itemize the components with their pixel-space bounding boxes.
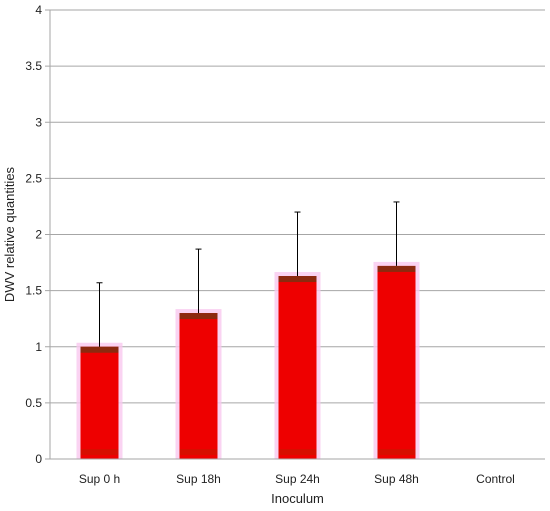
bar-body [278, 276, 317, 459]
bar-body [377, 265, 416, 459]
y-tick-label: 0.5 [25, 396, 42, 410]
y-tick-label: 1.5 [25, 284, 42, 298]
bar-sup-48h [373, 261, 420, 459]
y-axis-title: DWV relative quantities [2, 166, 17, 302]
x-tick-label: Control [476, 472, 515, 486]
y-tick-label: 2.5 [25, 171, 42, 185]
error-bars [96, 201, 400, 347]
y-tick-label: 0 [35, 452, 42, 466]
y-tick-label: 3.5 [25, 59, 42, 73]
bar-top-band [179, 313, 218, 320]
x-tick-labels: Sup 0 h Sup 18h Sup 24h Sup 48h Control [79, 472, 515, 486]
bar-top-band [278, 276, 317, 283]
bar-base-band [80, 449, 119, 455]
x-tick-label: Sup 48h [374, 472, 419, 486]
y-tick-label: 4 [35, 3, 42, 17]
bar-top-band [377, 265, 416, 272]
x-axis-title: Inoculum [271, 491, 324, 506]
bar-sup-24h [274, 272, 321, 459]
y-tick-label: 2 [35, 228, 42, 242]
bar-body [179, 313, 218, 459]
bar-sup-18h [175, 309, 222, 459]
bar-base-band [278, 449, 317, 455]
bar-base-band [179, 449, 218, 455]
bars [76, 261, 420, 459]
y-tick-label: 1 [35, 340, 42, 354]
bar-base-band [377, 449, 416, 455]
x-tick-label: Sup 18h [176, 472, 221, 486]
x-tick-label: Sup 0 h [79, 472, 120, 486]
bar-sup-0-h [76, 342, 123, 459]
x-tick-label: Sup 24h [275, 472, 320, 486]
y-tick-label: 3 [35, 115, 42, 129]
bar-body [80, 346, 119, 459]
y-tick-labels: 0 0.5 1 1.5 2 2.5 3 3.5 4 [25, 3, 50, 466]
bar-top-band [80, 346, 119, 353]
